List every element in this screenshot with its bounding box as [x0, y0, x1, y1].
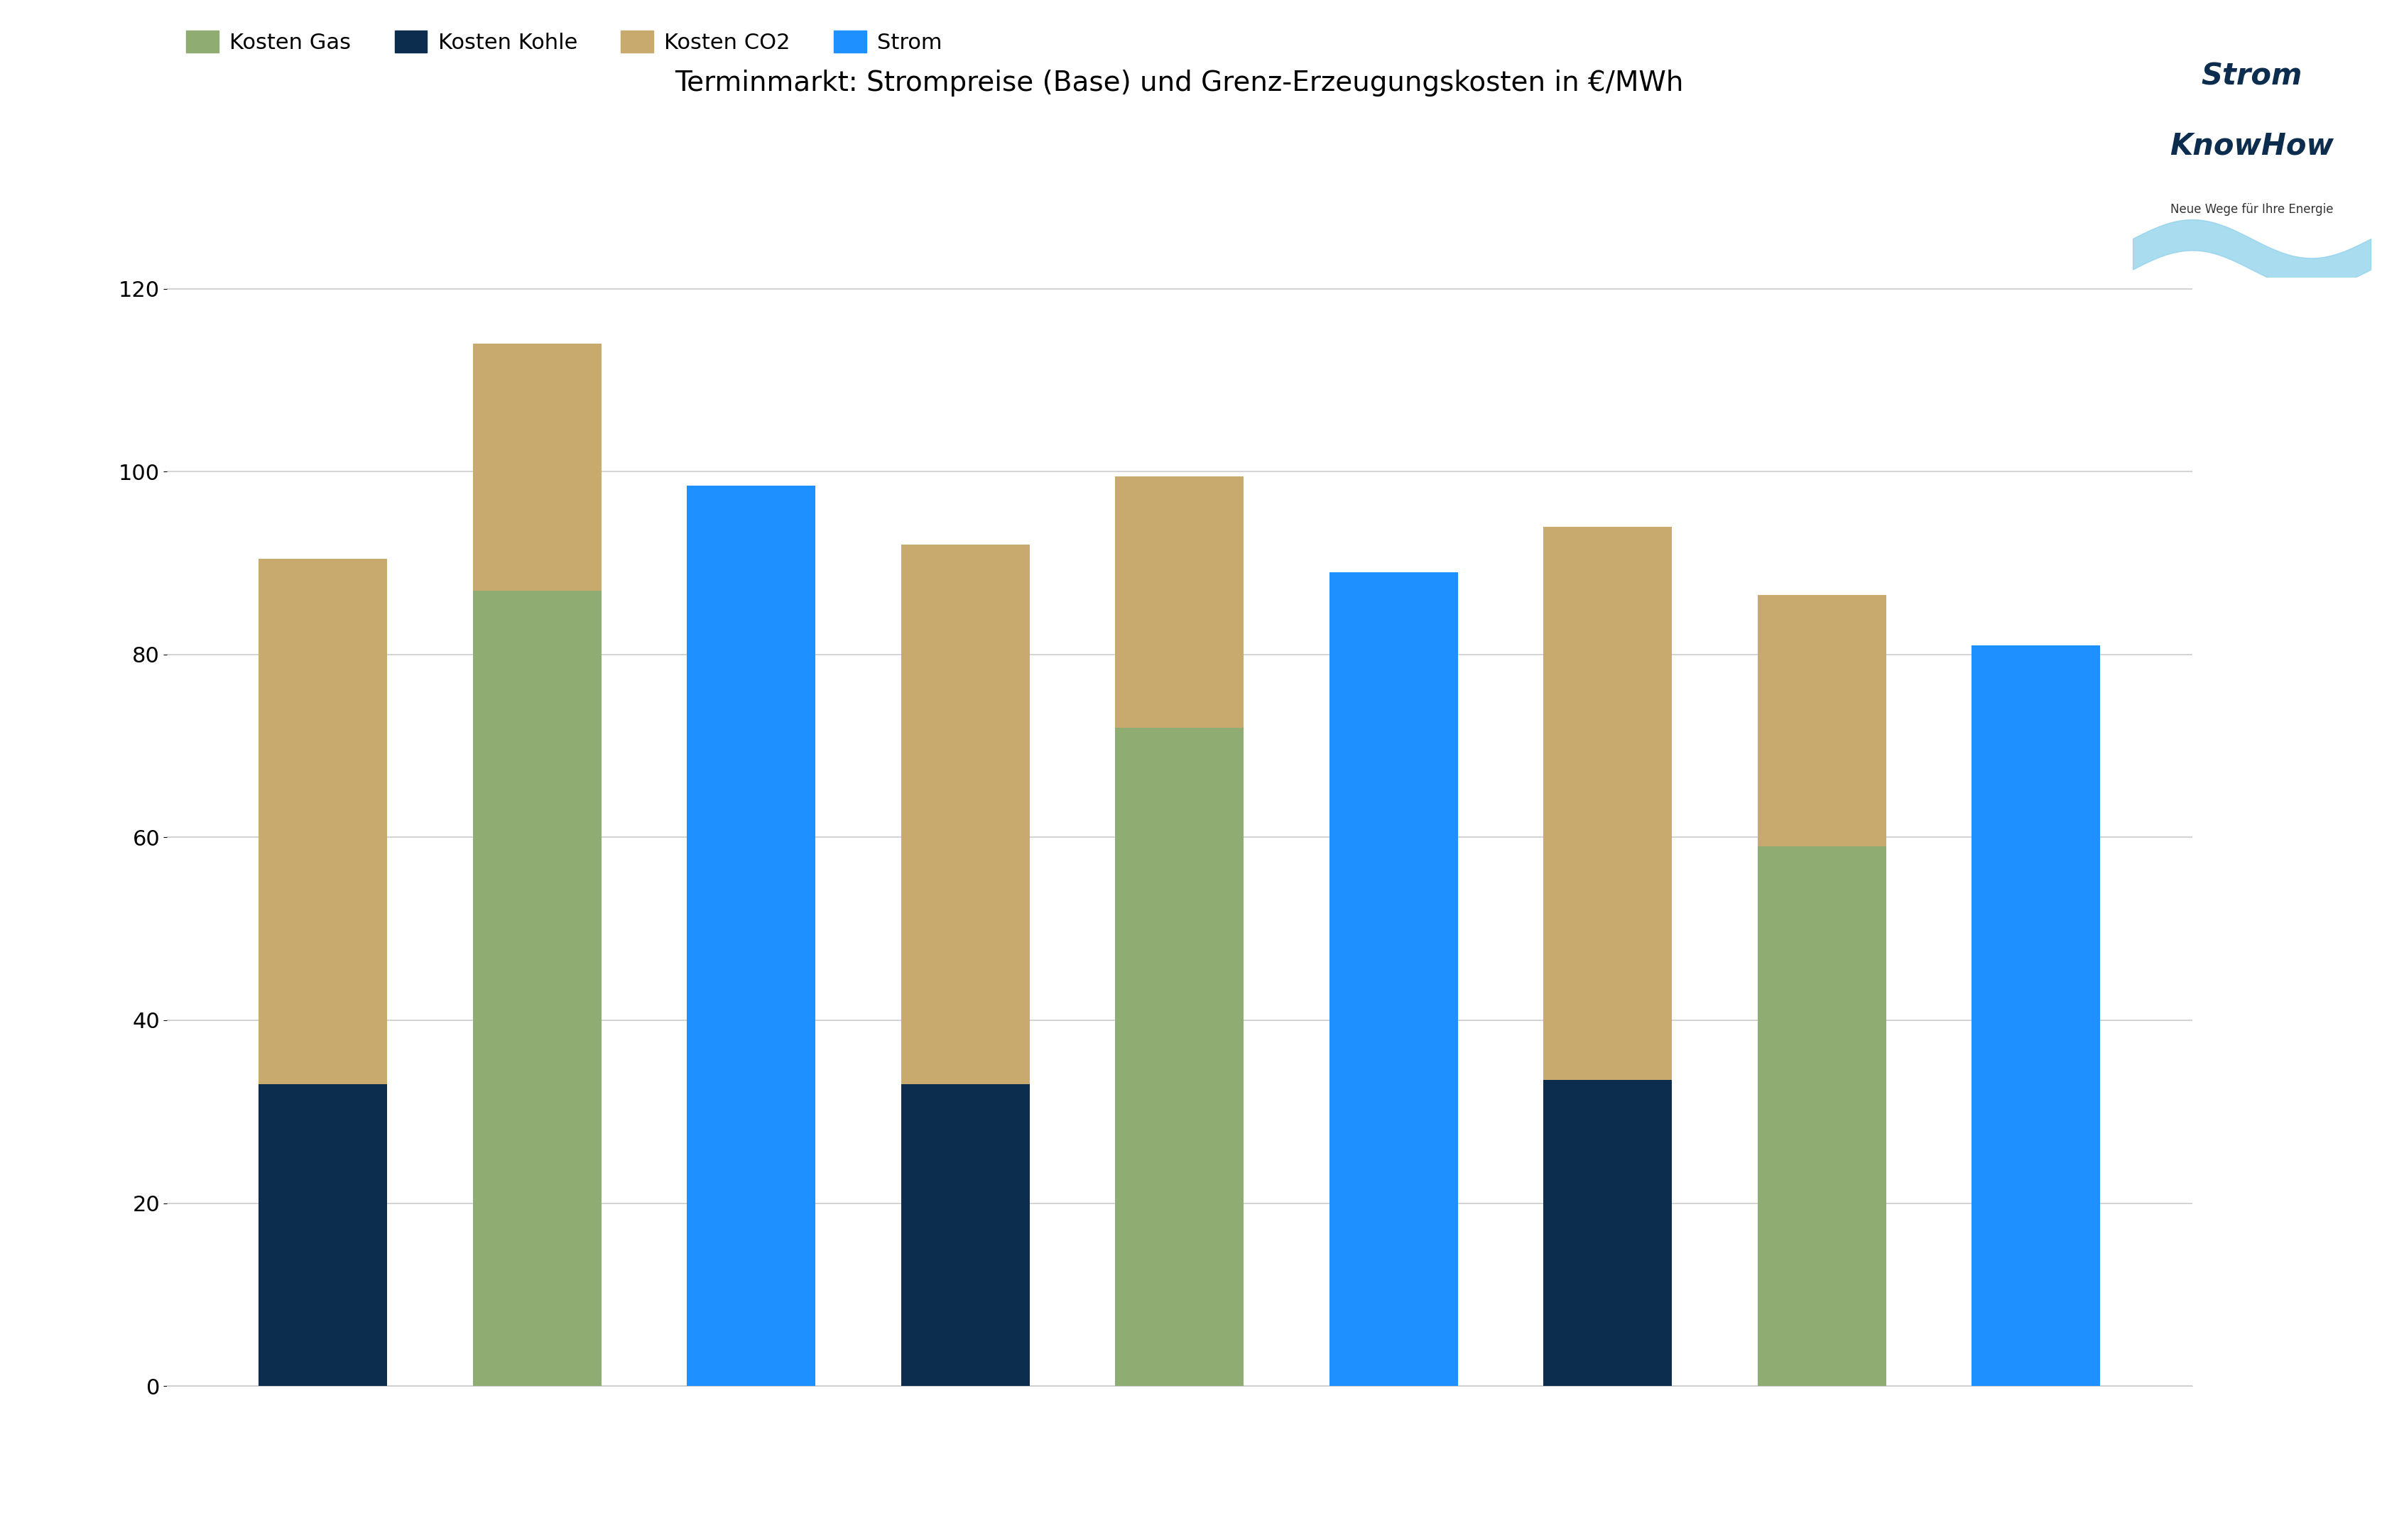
Bar — [1544, 1080, 1672, 1386]
Bar — [472, 590, 600, 1386]
Bar — [686, 485, 815, 1386]
Bar — [1115, 476, 1243, 728]
Text: Neue Wege für Ihre Energie: Neue Wege für Ihre Energie — [2170, 203, 2332, 216]
Bar — [1758, 594, 1887, 847]
Bar — [260, 559, 388, 1084]
Bar — [1758, 847, 1887, 1386]
Text: KnowHow: KnowHow — [2170, 131, 2332, 160]
Bar — [1115, 728, 1243, 1386]
Bar — [260, 1084, 388, 1386]
Text: Terminmarkt: Strompreise (Base) und Grenz-Erzeugungskosten in €/MWh: Terminmarkt: Strompreise (Base) und Gren… — [674, 69, 1684, 97]
Bar — [1544, 527, 1672, 1080]
Bar — [900, 1084, 1029, 1386]
Bar — [1970, 645, 2099, 1386]
Bar — [472, 343, 600, 590]
Legend: Kosten Gas, Kosten Kohle, Kosten CO2, Strom: Kosten Gas, Kosten Kohle, Kosten CO2, St… — [179, 22, 950, 62]
Bar — [900, 545, 1029, 1084]
Bar — [1329, 573, 1458, 1386]
Text: Strom: Strom — [2201, 62, 2301, 91]
